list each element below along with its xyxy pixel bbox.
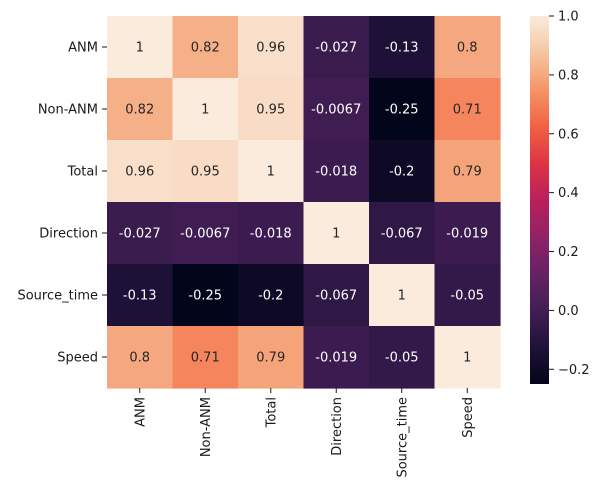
cell-value-label: -0.067 [315, 289, 357, 304]
cell-value-label: -0.027 [315, 41, 357, 56]
heatmap-cell [107, 202, 174, 265]
cell-value-label: 1 [136, 41, 144, 56]
cell-value-label: 0.95 [256, 103, 285, 118]
heatmap-cell [238, 140, 305, 203]
heatmap-cell [107, 16, 174, 79]
cell-value-label: 0.96 [125, 165, 154, 180]
heatmap-cell [434, 78, 501, 141]
colorbar-gradient [530, 16, 549, 384]
cell-value-label: -0.2 [389, 165, 414, 180]
heatmap-cell [434, 264, 501, 327]
cell-value-label: -0.25 [385, 103, 419, 118]
heatmap-cell [172, 16, 239, 79]
x-tick-label: Non-ANM [199, 397, 214, 457]
heatmap-cell [107, 140, 174, 203]
cell-value-label: 0.96 [256, 41, 285, 56]
cell-value-label: 0.79 [256, 351, 285, 366]
cell-value-label: -0.13 [385, 41, 419, 56]
heatmap-cell [303, 326, 370, 389]
cell-value-label: 0.71 [191, 351, 220, 366]
colorbar-tick-label: −0.2 [558, 363, 590, 378]
cell-value-label: 0.95 [191, 165, 220, 180]
y-tick-label: Direction [39, 227, 98, 242]
colorbar-tick-label: 0.2 [558, 245, 579, 260]
cell-value-label: 0.8 [129, 351, 150, 366]
cell-value-label: 0.82 [191, 41, 220, 56]
cell-value-label: -0.0067 [311, 103, 361, 118]
y-tick-label: Total [67, 165, 98, 180]
heatmap-cell [172, 140, 239, 203]
heatmap-cell [369, 326, 436, 389]
cell-value-label: 0.8 [457, 41, 478, 56]
heatmap-cell [434, 202, 501, 265]
heatmap-cell [303, 202, 370, 265]
colorbar-tick-label: 1.0 [558, 10, 579, 25]
cell-value-label: -0.027 [119, 227, 161, 242]
cell-value-label: 1 [267, 165, 275, 180]
colorbar-tick-label: 0.4 [558, 186, 579, 201]
heatmap-cell [238, 326, 305, 389]
x-tick-label: Speed [461, 397, 476, 438]
heatmap-cell [369, 202, 436, 265]
cell-value-label: -0.018 [250, 227, 292, 242]
heatmap-cell [238, 202, 305, 265]
heatmap-cell [172, 326, 239, 389]
cell-value-label: -0.0067 [180, 227, 230, 242]
y-axis: ANM Non-ANM Total Direction Source_time Speed [17, 41, 107, 366]
cell-value-label: 1 [201, 103, 209, 118]
cell-value-label: 1 [332, 227, 340, 242]
cell-value-label: -0.25 [188, 289, 222, 304]
colorbar-tick-label: 0.0 [558, 304, 579, 319]
cell-value-label: -0.13 [123, 289, 157, 304]
heatmap-cells [107, 16, 501, 389]
heatmap-cell [238, 16, 305, 79]
heatmap-cell [434, 16, 501, 79]
colorbar-tick-label: 0.6 [558, 127, 579, 142]
heatmap-cell [303, 78, 370, 141]
cell-value-label: 0.79 [453, 165, 482, 180]
heatmap-cell [172, 264, 239, 327]
heatmap-cell [434, 140, 501, 203]
cell-value-label: -0.019 [315, 351, 357, 366]
x-tick-label: Total [264, 397, 279, 428]
y-tick-label: Speed [57, 351, 98, 366]
heatmap-cell [238, 78, 305, 141]
cell-value-label: -0.05 [450, 289, 484, 304]
x-tick-label: Direction [330, 397, 345, 456]
x-tick-label: ANM [133, 397, 148, 427]
colorbar-tick-label: 0.8 [558, 68, 579, 83]
y-tick-label: Non-ANM [38, 103, 98, 118]
cell-value-label: -0.2 [258, 289, 283, 304]
heatmap-cell [107, 78, 174, 141]
cell-value-label: -0.067 [381, 227, 423, 242]
colorbar: −0.2 0.0 0.2 0.4 0.6 0.8 1.0 [530, 10, 590, 384]
heatmap-cell-labels: 1 0.82 0.96 -0.027 -0.13 0.8 0.82 1 0.95 -0.0067 -… [119, 41, 488, 366]
heatmap-cell [369, 78, 436, 141]
heatmap-cell [172, 202, 239, 265]
x-axis: ANM Non-ANM Total Direction Source_time Speed [133, 388, 476, 478]
cell-value-label: -0.05 [385, 351, 419, 366]
heatmap-cell [172, 78, 239, 141]
cell-value-label: 0.71 [453, 103, 482, 118]
y-tick-label: Source_time [17, 289, 98, 304]
heatmap-cell [107, 326, 174, 389]
cell-value-label: 1 [398, 289, 406, 304]
cell-value-label: -0.018 [315, 165, 357, 180]
heatmap-cell [369, 264, 436, 327]
cell-value-label: -0.019 [446, 227, 488, 242]
heatmap-cell [238, 264, 305, 327]
heatmap-cell [303, 264, 370, 327]
heatmap-cell [369, 16, 436, 79]
heatmap-cell [303, 140, 370, 203]
cell-value-label: 0.82 [125, 103, 154, 118]
heatmap-cell [369, 140, 436, 203]
heatmap-cell [107, 264, 174, 327]
x-tick-label: Source_time [395, 397, 410, 478]
heatmap-cell [303, 16, 370, 79]
cell-value-label: 1 [463, 351, 471, 366]
heatmap-cell [434, 326, 501, 389]
y-tick-label: ANM [68, 41, 98, 56]
